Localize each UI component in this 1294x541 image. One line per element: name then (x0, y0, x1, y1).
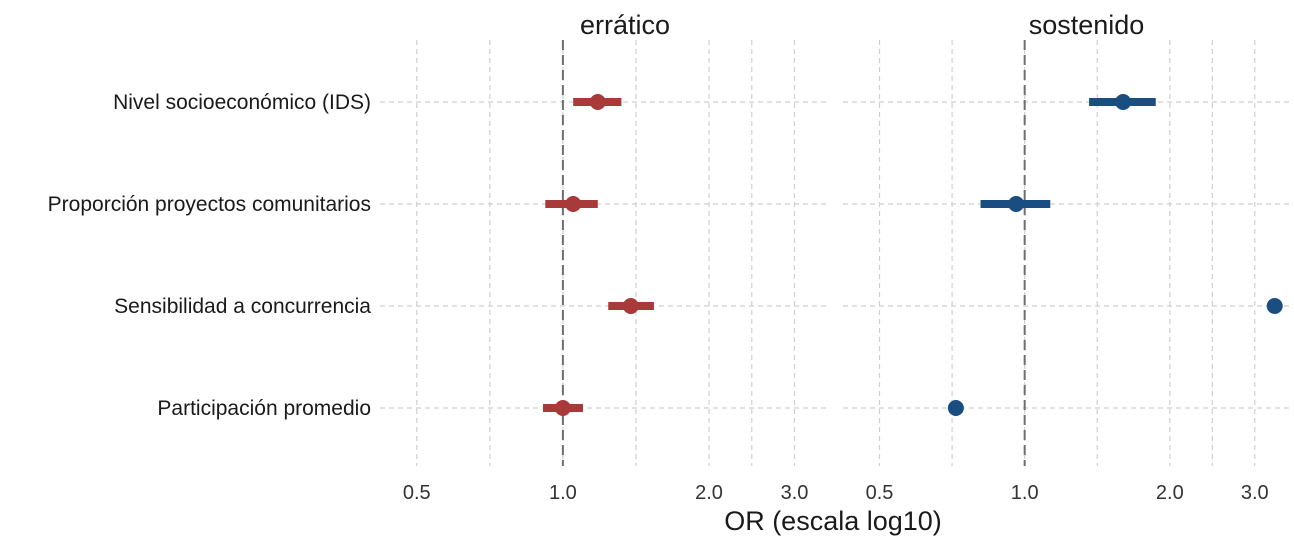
x-tick-label: 0.5 (403, 482, 431, 504)
point-estimate (1008, 196, 1025, 212)
x-tick-label: 3.0 (781, 482, 809, 504)
text-layer: errático 0.5 1.0 2.0 3.0 sostenido 0.5 1.0 2.0 3.… (48, 10, 1269, 504)
reference-lines (561, 40, 1026, 466)
x-tick-label: 1.0 (549, 482, 577, 504)
x-tick-label: 1.0 (1011, 482, 1039, 504)
y-category-label: Participación promedio (157, 397, 371, 420)
x-tick-label: 0.5 (866, 482, 894, 504)
estimate-marks (543, 94, 1283, 416)
point-estimate (565, 196, 582, 212)
point-estimate (622, 298, 639, 314)
point-estimate (1115, 94, 1132, 110)
y-category-label: Nivel socioeconómico (IDS) (113, 91, 371, 114)
x-tick-label: 2.0 (695, 482, 723, 504)
point-estimate (554, 400, 571, 416)
y-category-label: Sensibilidad a concurrencia (114, 295, 371, 318)
x-tick-label: 2.0 (1156, 482, 1184, 504)
x-tick-label: 3.0 (1241, 482, 1269, 504)
panel-title: errático (580, 10, 670, 40)
x-axis-title: OR (escala log10) (724, 506, 942, 536)
point-estimate (589, 94, 606, 110)
point-estimate (947, 400, 964, 416)
point-estimate (1266, 298, 1283, 314)
panel-title: sostenido (1029, 10, 1145, 40)
y-category-label: Proporción proyectos comunitarios (48, 193, 371, 216)
